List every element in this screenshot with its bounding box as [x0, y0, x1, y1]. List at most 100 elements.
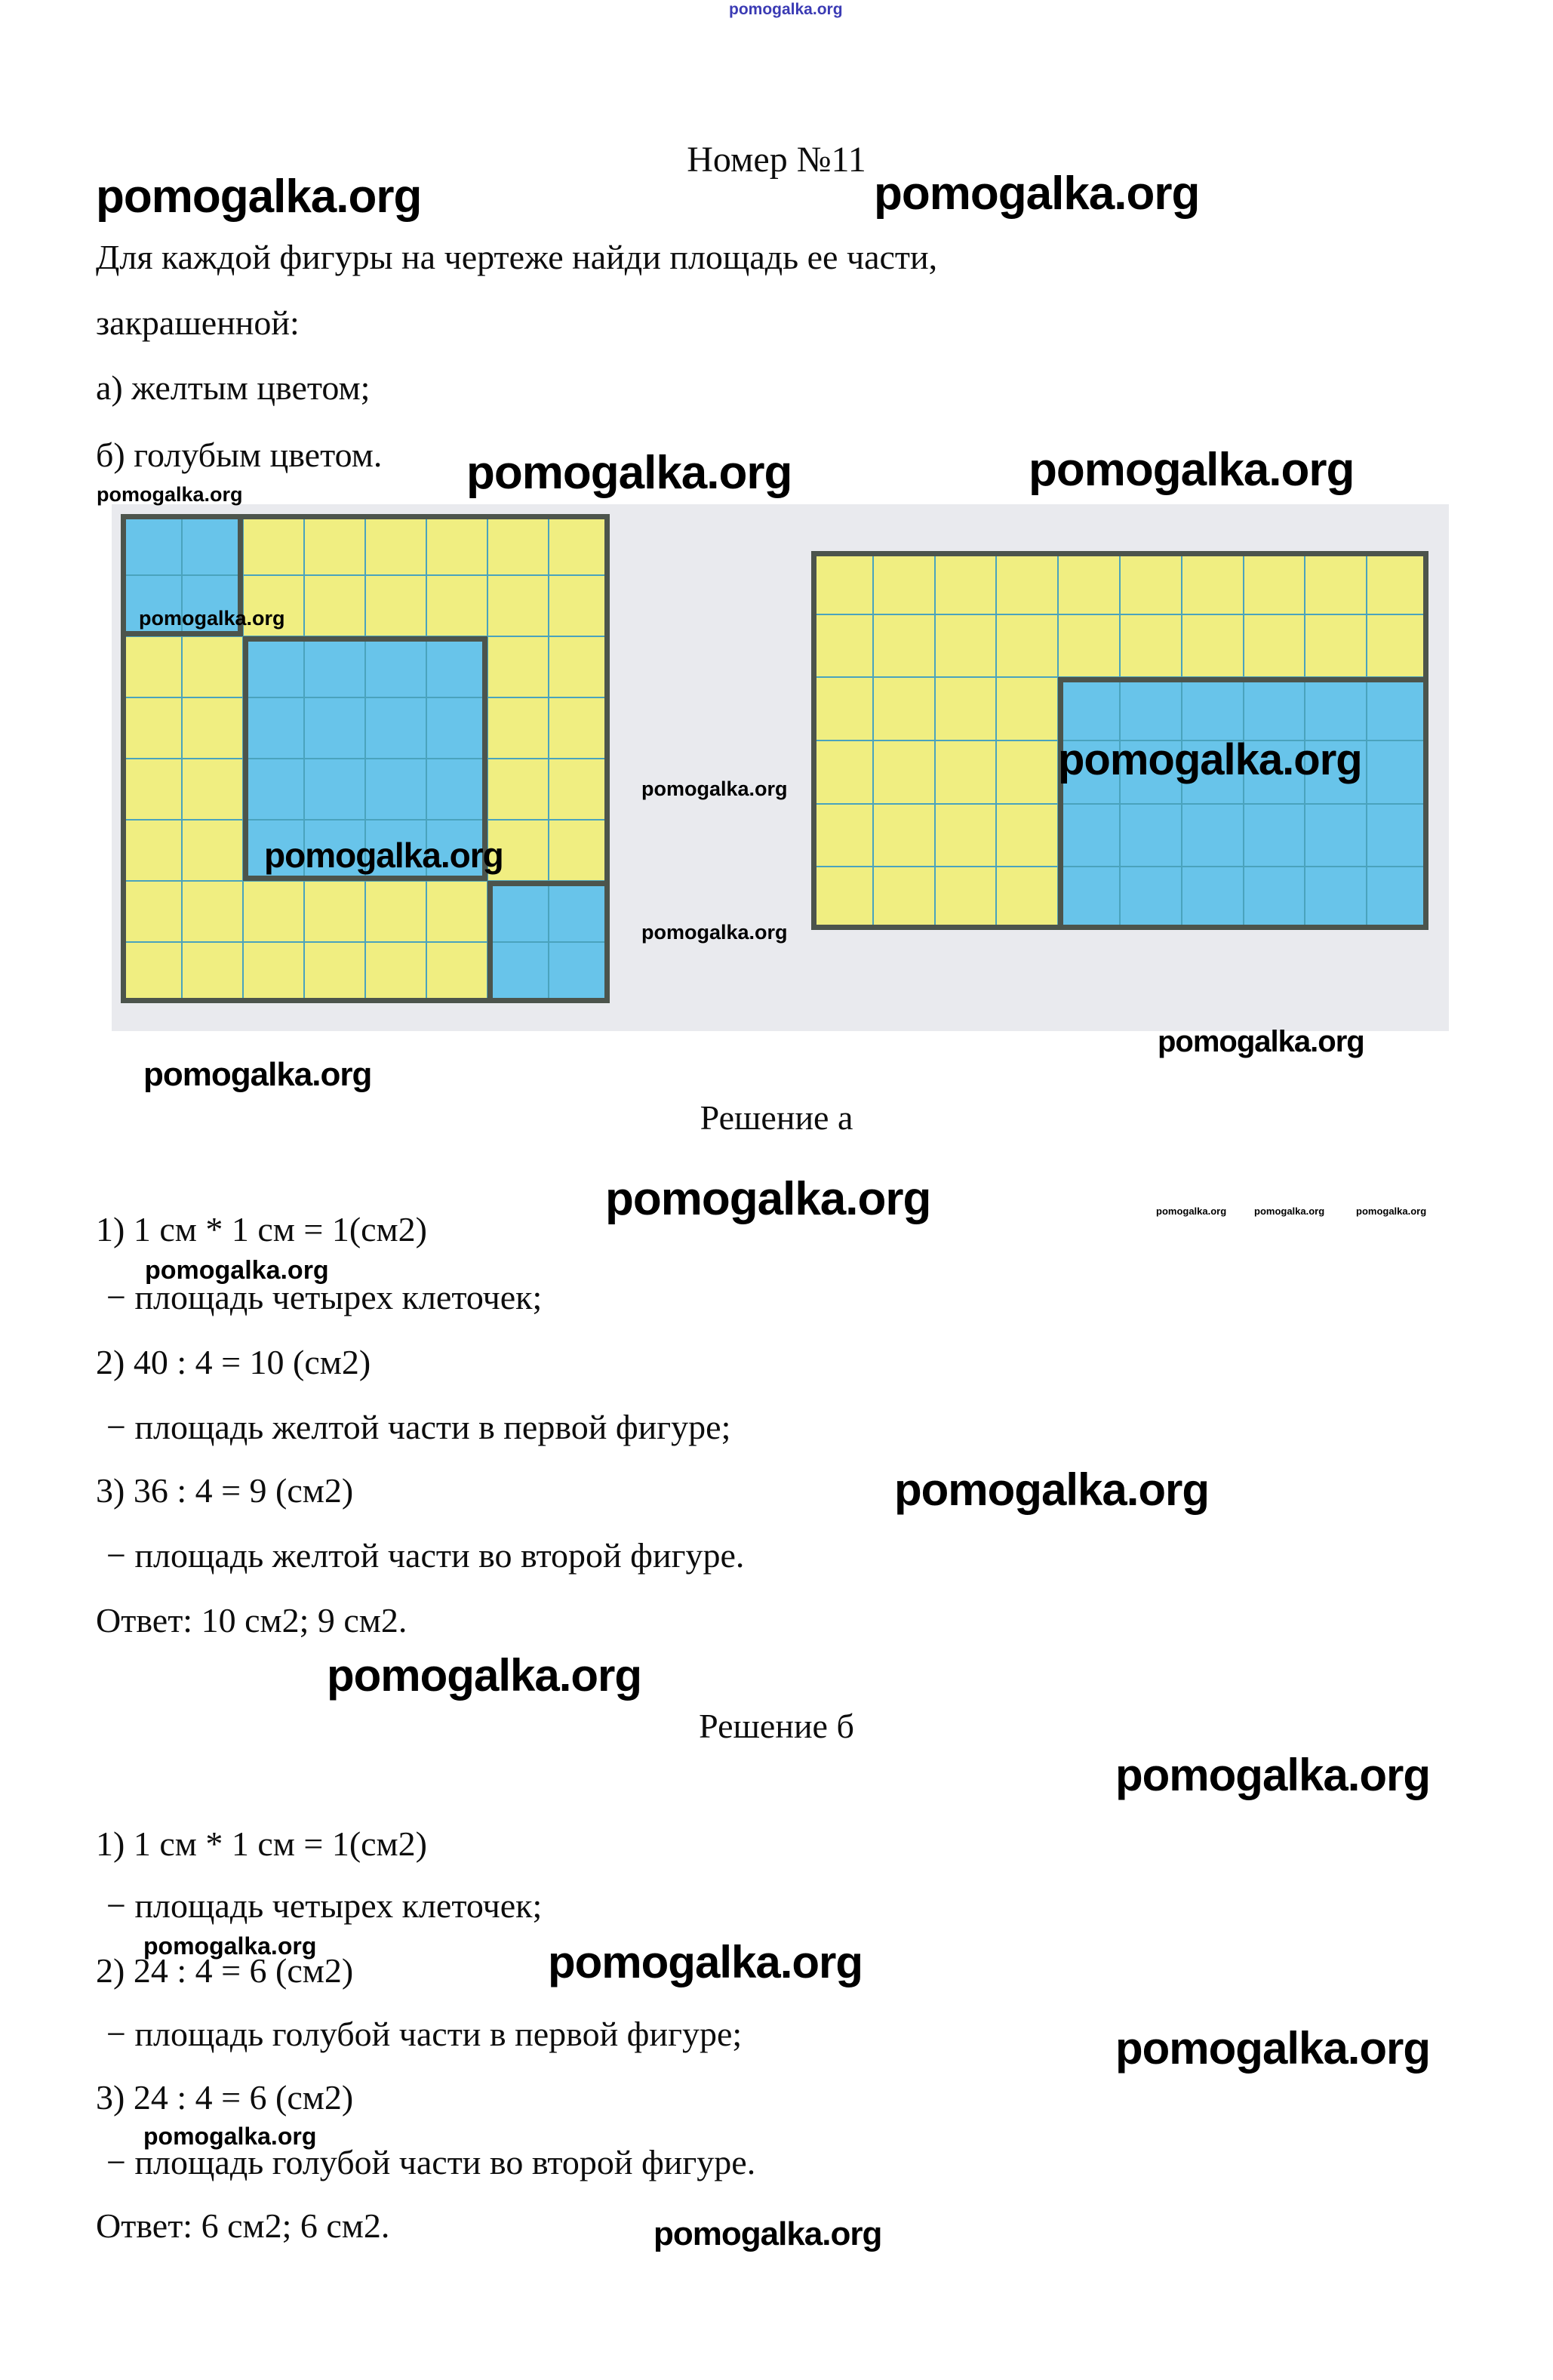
watermark: pomogalka.org: [1254, 1205, 1325, 1217]
grid-cell-yellow: [121, 942, 182, 1003]
grid-cell-blue: [243, 697, 304, 759]
watermark: pomogalka.org: [729, 1, 843, 18]
grid-cell-blue: [1367, 867, 1428, 930]
grid-cell-yellow: [934, 551, 997, 614]
grid-cell-blue: [243, 759, 304, 820]
watermark: pomogalka.org: [466, 447, 792, 499]
grid-cell-yellow: [182, 697, 243, 759]
grid-cell-blue: [487, 881, 549, 942]
watermark: pomogalka.org: [96, 171, 422, 223]
watermark: pomogalka.org: [143, 2123, 317, 2150]
watermark: pomogalka.org: [1115, 2023, 1431, 2074]
grid-cell-yellow: [549, 759, 610, 820]
grid-cell-yellow: [996, 677, 1059, 740]
grid-cell-yellow: [182, 636, 243, 697]
grid-cell-yellow: [1120, 551, 1182, 614]
solution-b-note-2: − площадь голубой части в первой фигуре;: [106, 2015, 743, 2053]
grid-cell-yellow: [934, 677, 997, 740]
grid-cell-blue: [1120, 803, 1182, 867]
grid-cell-yellow: [811, 551, 873, 614]
grid-cell-blue: [1120, 740, 1182, 804]
grid-cell-yellow: [1367, 551, 1428, 614]
watermark: pomogalka.org: [1156, 1205, 1227, 1217]
grid-cell-yellow: [934, 803, 997, 867]
grid-cell-blue: [1058, 803, 1120, 867]
grid-cell-blue: [487, 942, 549, 1003]
grid-cell-blue: [304, 697, 365, 759]
grid-cell-blue: [1367, 740, 1428, 804]
grid-cell-yellow: [121, 820, 182, 881]
grid-cell-blue: [426, 820, 487, 881]
solution-b-step-3: 3) 24 : 4 = 6 (см2): [96, 2078, 354, 2117]
problem-item-a: а) желтым цветом;: [96, 368, 371, 407]
watermark: pomogalka.org: [264, 836, 504, 875]
grid-cell-blue: [304, 820, 365, 881]
grid-cell-yellow: [121, 697, 182, 759]
watermark: pomogalka.org: [143, 1932, 317, 1960]
grid-cell-blue: [1305, 867, 1367, 930]
grid-cell-yellow: [426, 942, 487, 1003]
grid-cell-yellow: [182, 820, 243, 881]
grid-cell-blue: [304, 759, 365, 820]
grid-cell-yellow: [549, 514, 610, 575]
grid-cell-yellow: [182, 942, 243, 1003]
grid-cell-blue: [1243, 803, 1305, 867]
grid-cell-yellow: [811, 614, 873, 678]
grid-cell-yellow: [549, 575, 610, 636]
problem-item-b: б) голубым цветом.: [96, 436, 383, 474]
grid-cell-blue: [1305, 740, 1367, 804]
grid-cell-yellow: [243, 575, 304, 636]
grid-cell-yellow: [487, 820, 549, 881]
solution-a-step-3: 3) 36 : 4 = 9 (см2): [96, 1471, 354, 1510]
watermark: pomogalka.org: [145, 1256, 329, 1285]
grid-cell-yellow: [182, 759, 243, 820]
grid-cell-blue: [426, 697, 487, 759]
grid-cell-yellow: [182, 881, 243, 942]
grid-cell-yellow: [487, 697, 549, 759]
page-title: Номер №11: [687, 140, 866, 180]
grid-cell-blue: [1367, 677, 1428, 740]
grid-cell-yellow: [1305, 614, 1367, 678]
grid-cell-yellow: [996, 740, 1059, 804]
grid-cell-blue: [1181, 867, 1244, 930]
watermark: pomogalka.org: [1158, 1025, 1365, 1058]
solution-b-note-1: − площадь четырех клеточек;: [106, 1886, 543, 1925]
solution-a-note-1: − площадь четырех клеточек;: [106, 1278, 543, 1316]
solution-a-note-2: − площадь желтой части в первой фигуре;: [106, 1408, 731, 1446]
grid-cell-yellow: [1181, 614, 1244, 678]
grid-cell-blue: [549, 881, 610, 942]
grid-cell-blue: [243, 636, 304, 697]
solution-a-answer: Ответ: 10 см2; 9 см2.: [96, 1601, 407, 1640]
grid-cell-yellow: [996, 867, 1059, 930]
grid-cell-blue: [1058, 677, 1120, 740]
grid-cell-blue: [1243, 740, 1305, 804]
grid-cell-yellow: [811, 803, 873, 867]
solution-b-heading: Решение б: [699, 1707, 854, 1745]
grid-cell-blue: [426, 759, 487, 820]
grid-cell-blue: [426, 636, 487, 697]
watermark: pomogalka.org: [97, 483, 243, 506]
grid-cell-blue: [1243, 867, 1305, 930]
grid-cell-blue: [121, 514, 182, 575]
grid-cell-blue: [304, 636, 365, 697]
grid-cell-yellow: [1243, 614, 1305, 678]
grid-cell-yellow: [1305, 551, 1367, 614]
grid-cell-blue: [1181, 677, 1244, 740]
grid-cell-yellow: [996, 614, 1059, 678]
grid-cell-blue: [1058, 867, 1120, 930]
grid-cell-blue: [549, 942, 610, 1003]
grid-cell-yellow: [549, 636, 610, 697]
figure-first-grid: [121, 514, 610, 1003]
solution-a-note-3: − площадь желтой части во второй фигуре.: [106, 1536, 745, 1575]
grid-cell-blue: [365, 820, 426, 881]
grid-cell-blue: [365, 636, 426, 697]
grid-cell-yellow: [487, 575, 549, 636]
watermark: pomogalka.org: [548, 1937, 863, 1987]
grid-cell-yellow: [872, 803, 935, 867]
grid-cell-yellow: [304, 575, 365, 636]
grid-cell-blue: [1181, 740, 1244, 804]
grid-cell-yellow: [487, 514, 549, 575]
grid-cell-yellow: [1367, 614, 1428, 678]
grid-cell-yellow: [996, 551, 1059, 614]
